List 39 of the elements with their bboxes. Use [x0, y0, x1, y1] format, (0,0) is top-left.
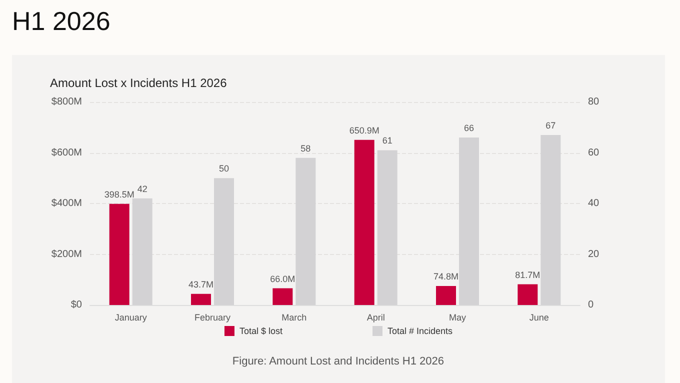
x-tick-label: May — [448, 312, 466, 322]
data-label: 50 — [218, 164, 230, 174]
y2-tick-label: 60 — [588, 147, 600, 158]
data-label: 650.9M — [349, 125, 380, 136]
data-label: 81.7M — [515, 270, 540, 280]
x-tick-label: March — [282, 312, 307, 322]
y-tick-label: $200M — [51, 248, 82, 260]
data-label: 58 — [300, 143, 311, 154]
text: Figure: Amount Lost and Incidents H1 2026 — [232, 356, 444, 368]
data-label: 42 — [137, 184, 148, 194]
data-label: 43.7M — [188, 279, 214, 290]
y-tick-label: $400M — [51, 198, 82, 209]
y2-tick-label: 40 — [588, 198, 600, 209]
y-tick-label: $800M — [51, 96, 82, 108]
data-label: 66 — [464, 123, 474, 134]
y2-tick-label: 80 — [588, 96, 600, 108]
bar — [109, 204, 130, 305]
chart-subtitle: Amount Lost x Incidents H1 2026 — [50, 76, 228, 90]
chart-title: H1 2026 — [12, 6, 110, 37]
x-tick-label: June — [529, 312, 549, 322]
y-tick-label: $600M — [51, 147, 82, 158]
legend-label: Total # Incidents — [387, 326, 454, 336]
y2-tick-label: 20 — [588, 248, 600, 260]
data-label: 398.5M — [104, 189, 134, 200]
x-tick-label: January — [114, 312, 148, 322]
legend-label: Total $ lost — [239, 326, 283, 336]
bar — [354, 140, 374, 305]
bar — [436, 286, 456, 305]
data-label: 66.0M — [270, 274, 296, 284]
y2-tick-label: 0 — [588, 300, 594, 310]
bar — [191, 294, 211, 305]
x-tick-label: April — [366, 312, 385, 322]
bar — [272, 288, 293, 305]
data-label: 67 — [546, 120, 556, 130]
data-label: 61 — [382, 136, 392, 146]
bar — [518, 284, 538, 305]
x-tick-label: February — [194, 312, 232, 322]
data-label: 74.8M — [433, 272, 459, 282]
y-tick-label: $0 — [70, 300, 82, 310]
